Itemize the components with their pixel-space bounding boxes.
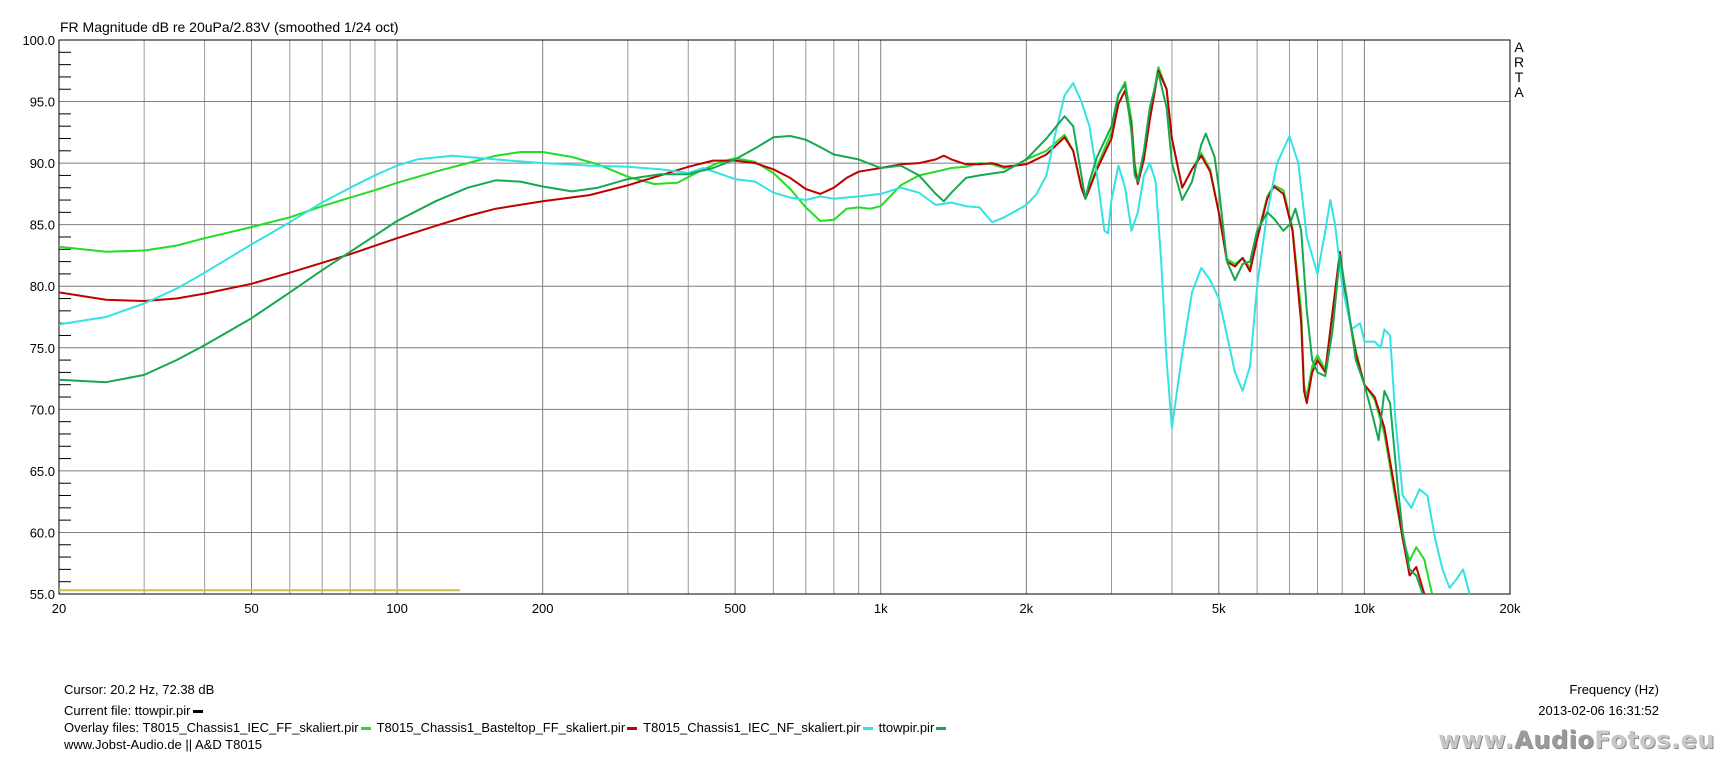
arta-side-letter: T [1515, 69, 1524, 85]
watermark-brand-b: Fotos [1594, 726, 1672, 754]
series-line-2 [59, 69, 1426, 594]
y-tick-label: 65.0 [30, 464, 55, 479]
overlay-file-swatch [627, 727, 638, 731]
watermark-brand-a: Audio [1514, 726, 1595, 754]
x-tick-label: 20k [1500, 601, 1521, 616]
overlay-file-entry: ttowpir.pir [879, 720, 953, 735]
x-tick-label: 2k [1019, 601, 1033, 616]
overlay-file-swatch [862, 727, 873, 731]
y-tick-label: 55.0 [30, 587, 55, 602]
overlay-file-name: T8015_Chassis1_Basteltop_FF_skaliert.pir [376, 720, 626, 735]
series-line-3 [59, 82, 1471, 594]
x-tick-label: 100 [386, 601, 408, 616]
y-tick-label: 60.0 [30, 525, 55, 540]
watermark-prefix: www. [1438, 726, 1515, 754]
x-tick-label: 1k [874, 601, 888, 616]
watermark-suffix: .eu [1671, 726, 1715, 754]
y-tick-label: 100.0 [22, 33, 55, 48]
y-tick-label: 90.0 [30, 156, 55, 171]
chart-title: FR Magnitude dB re 20uPa/2.83V (smoothed… [60, 19, 399, 35]
arta-side-letter: R [1514, 54, 1524, 70]
timestamp: 2013-02-06 16:31:52 [1538, 703, 1659, 718]
y-tick-label: 85.0 [30, 218, 55, 233]
series-group [59, 66, 1471, 594]
overlay-file-swatch [936, 727, 947, 731]
x-tick-label: 5k [1212, 601, 1226, 616]
x-tick-label: 200 [532, 601, 554, 616]
overlay-file-list: T8015_Chassis1_IEC_FF_skaliert.pir T8015_… [143, 720, 953, 735]
current-file-swatch [193, 710, 204, 714]
x-tick-label: 20 [52, 601, 66, 616]
current-file-line: Current file: ttowpir.pir [64, 703, 209, 718]
overlay-file-entry: T8015_Chassis1_IEC_FF_skaliert.pir [143, 720, 377, 735]
overlay-file-name: ttowpir.pir [878, 720, 935, 735]
y-tick-label: 80.0 [30, 279, 55, 294]
credits-text: www.Jobst-Audio.de || A&D T8015 [64, 737, 263, 752]
overlay-file-swatch [360, 727, 371, 731]
overlay-file-entry: T8015_Chassis1_Basteltop_FF_skaliert.pir [377, 720, 644, 735]
watermark-logo: www.AudioFotos.eu [1438, 726, 1715, 754]
y-tick-label: 95.0 [30, 95, 55, 110]
overlay-file-name: T8015_Chassis1_IEC_NF_skaliert.pir [643, 720, 861, 735]
cursor-readout: Cursor: 20.2 Hz, 72.38 dB [64, 682, 215, 697]
y-tick-label: 75.0 [30, 341, 55, 356]
overlay-file-entry: T8015_Chassis1_IEC_NF_skaliert.pir [643, 720, 878, 735]
x-tick-label: 500 [724, 601, 746, 616]
arta-side-letter: A [1514, 84, 1524, 100]
plot-border [58, 39, 1511, 595]
arta-side-letter: A [1514, 39, 1524, 55]
x-tick-label: 50 [244, 601, 258, 616]
x-tick-label: 10k [1354, 601, 1375, 616]
current-file-label: Current file: ttowpir.pir [64, 703, 191, 718]
overlay-prefix: Overlay files: [64, 720, 140, 735]
series-line-4 [59, 72, 1424, 594]
x-axis-label: Frequency (Hz) [1569, 682, 1659, 697]
y-tick-label: 70.0 [30, 402, 55, 417]
overlay-file-name: T8015_Chassis1_IEC_FF_skaliert.pir [142, 720, 359, 735]
overlay-files-line: Overlay files: T8015_Chassis1_IEC_FF_ska… [64, 720, 952, 735]
